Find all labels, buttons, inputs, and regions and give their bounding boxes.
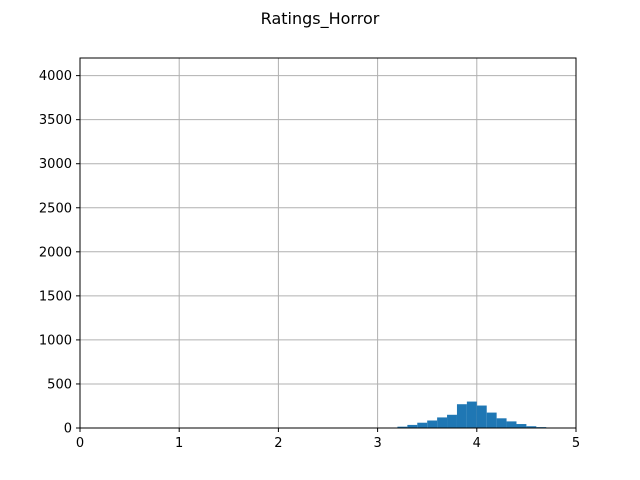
histogram-bar (427, 420, 438, 428)
histogram-bar (417, 422, 428, 428)
histogram-bar (447, 414, 457, 428)
histogram-bar (466, 401, 477, 428)
histogram-bar (437, 417, 448, 428)
y-axis: 0 500 1000 1500 2000 2500 3000 3500 4000 (39, 69, 80, 437)
y-tick-label: 0 (64, 422, 72, 437)
bars-layer (387, 401, 557, 428)
y-tick-label: 3500 (39, 113, 72, 128)
y-tick-label: 1000 (39, 333, 72, 348)
histogram-bar (516, 424, 527, 428)
y-tick-label: 500 (47, 377, 72, 392)
y-tick-label: 3000 (39, 157, 72, 172)
histogram-bar (407, 424, 418, 428)
x-tick-label: 4 (473, 436, 481, 451)
histogram-bar (476, 405, 487, 428)
histogram-bar (397, 426, 408, 428)
x-axis: 0 1 2 3 4 5 (76, 428, 580, 451)
plot-frame (79, 57, 577, 429)
x-tick-label: 2 (274, 436, 282, 451)
histogram-bar (496, 418, 507, 428)
histogram-bar (486, 412, 497, 428)
histogram-bar (456, 404, 467, 428)
histogram-bar (526, 426, 537, 428)
y-tick-label: 4000 (39, 69, 72, 84)
x-tick-label: 1 (175, 436, 183, 451)
x-tick-label: 5 (572, 436, 580, 451)
x-tick-label: 3 (373, 436, 381, 451)
histogram-bar (506, 421, 517, 428)
y-tick-label: 1500 (39, 289, 72, 304)
chart-title: Ratings_Horror (261, 9, 380, 29)
x-tick-label: 0 (76, 436, 84, 451)
grid-layer (79, 58, 577, 429)
y-tick-label: 2000 (39, 245, 72, 260)
y-tick-label: 2500 (39, 201, 72, 216)
